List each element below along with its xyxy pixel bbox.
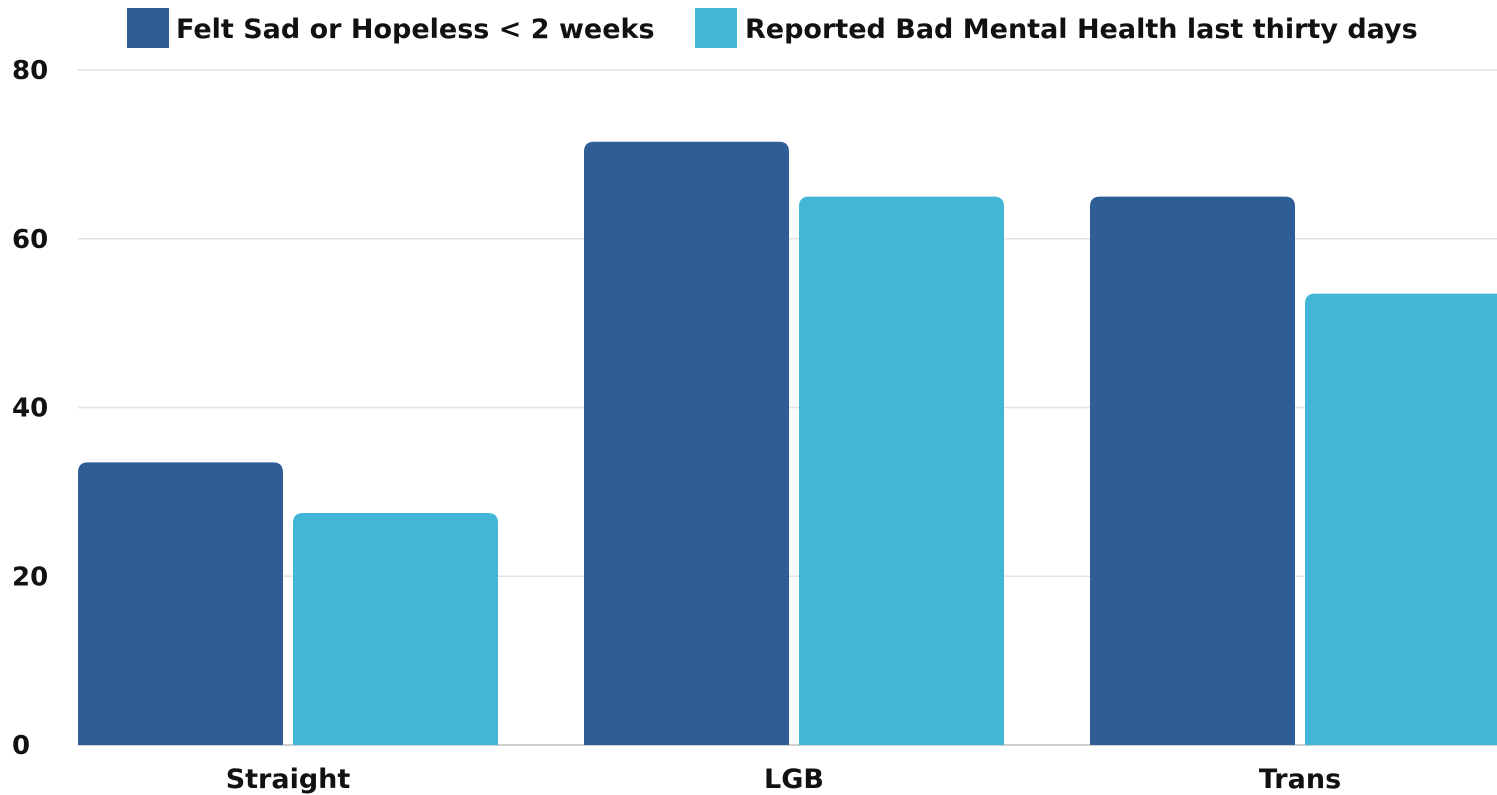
bars bbox=[78, 141, 1497, 745]
legend-label: Felt Sad or Hopeless < 2 weeks bbox=[176, 14, 655, 45]
bar-lgb-series-1 bbox=[584, 141, 789, 745]
y-tick-label: 80 bbox=[12, 56, 48, 86]
legend-swatch bbox=[695, 8, 737, 48]
legend-label: Reported Bad Mental Health last thirty d… bbox=[745, 14, 1418, 45]
y-axis: 0 20 40 60 80 bbox=[12, 56, 48, 761]
bar-trans-series-2 bbox=[1305, 293, 1497, 745]
x-category-label: LGB bbox=[764, 764, 824, 795]
bar-lgb-series-2 bbox=[799, 196, 1004, 745]
y-tick-label: 40 bbox=[12, 394, 48, 424]
y-tick-label: 60 bbox=[12, 225, 48, 255]
legend-swatch bbox=[127, 8, 169, 48]
legend: Felt Sad or Hopeless < 2 weeks Reported B… bbox=[127, 8, 1418, 48]
x-axis: Straight LGB Trans bbox=[226, 764, 1341, 795]
y-tick-label: 20 bbox=[12, 562, 48, 592]
x-category-label: Trans bbox=[1259, 764, 1341, 795]
bar-trans-series-1 bbox=[1090, 196, 1295, 745]
bar-straight-series-1 bbox=[78, 462, 283, 745]
bar-straight-series-2 bbox=[293, 512, 498, 745]
x-category-label: Straight bbox=[226, 764, 351, 795]
y-tick-label: 0 bbox=[12, 731, 30, 761]
